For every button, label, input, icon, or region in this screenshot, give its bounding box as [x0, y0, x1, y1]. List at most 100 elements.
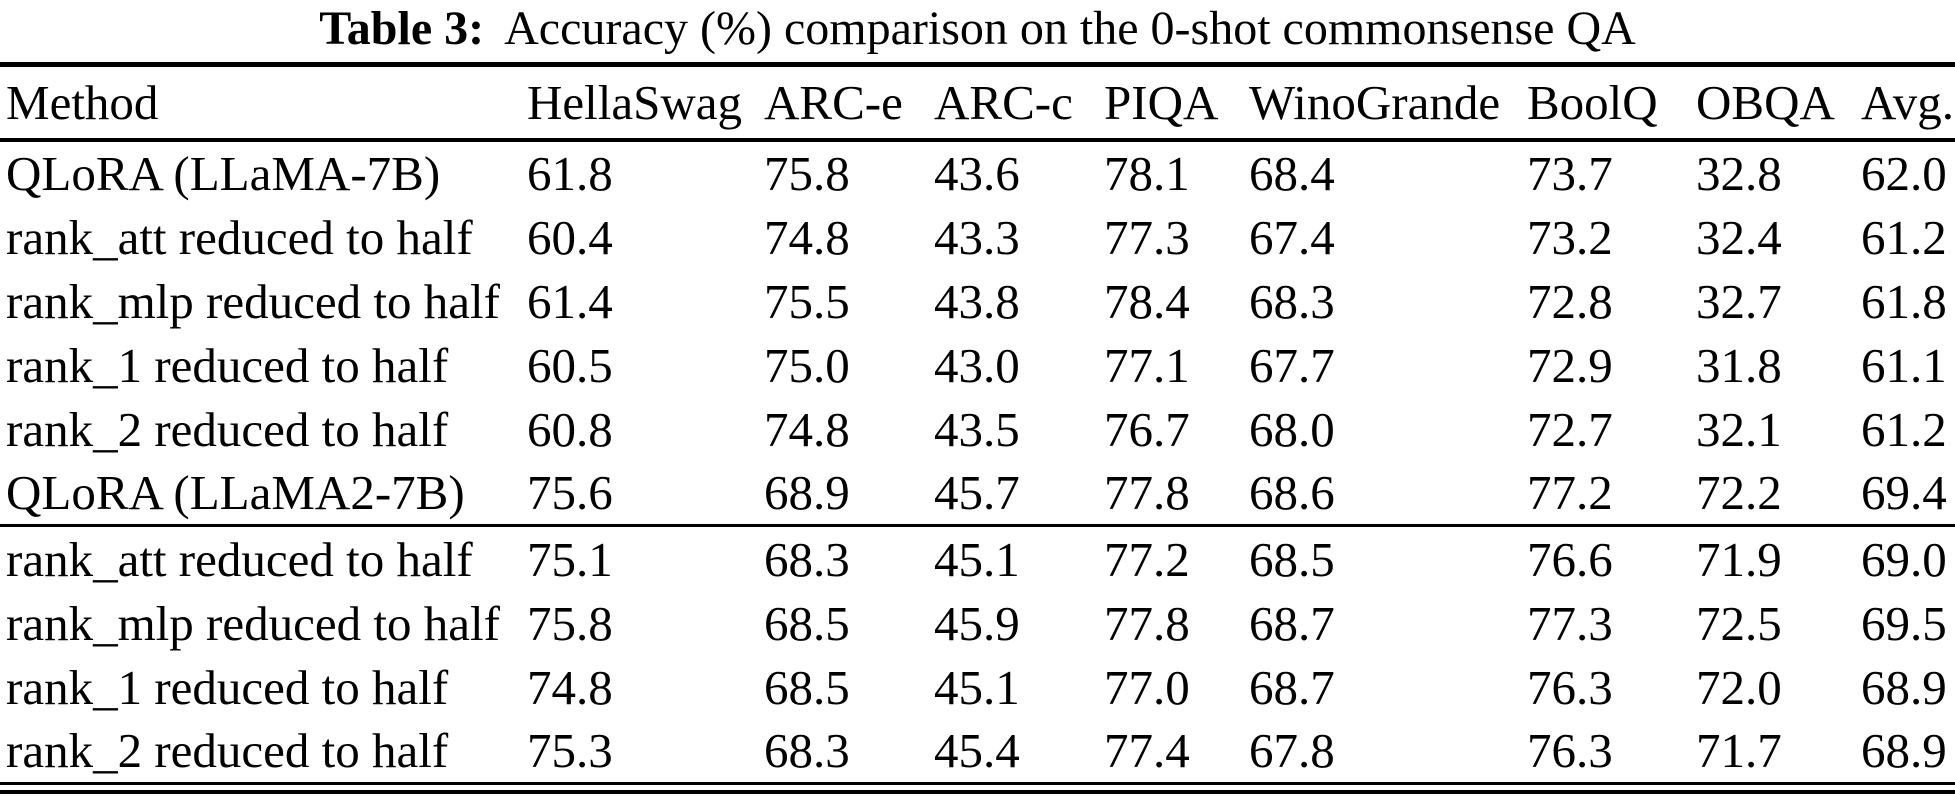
value-cell: 73.2 [1527, 210, 1613, 265]
value-cell: 68.9 [1861, 723, 1947, 779]
value-cell: 32.8 [1696, 146, 1782, 201]
table-group-2: rank_att reduced to half 75.1 68.3 45.1 77.2… [0, 526, 1955, 784]
value-cell: 73.7 [1527, 146, 1613, 201]
value-cell: 43.8 [934, 274, 1020, 329]
value-cell: 75.8 [527, 596, 613, 651]
value-cell: 60.5 [527, 338, 613, 393]
value-cell: 72.7 [1527, 402, 1613, 457]
value-cell: 69.4 [1861, 465, 1947, 521]
value-cell: 45.4 [934, 723, 1020, 779]
results-table-wrapper: Method HellaSwag ARC-e ARC-c PIQA WinoGrande B… [0, 62, 1955, 794]
value-cell: 61.1 [1861, 338, 1947, 393]
table-row: rank_1 reduced to half 60.5 75.0 43.0 77.1 67… [0, 334, 1955, 398]
table-row: rank_2 reduced to half 60.8 74.8 43.5 76.7 68… [0, 398, 1955, 462]
method-cell: rank_mlp reduced to half [6, 596, 500, 651]
value-cell: 72.0 [1696, 660, 1782, 715]
value-cell: 71.9 [1696, 531, 1782, 587]
column-header-boolq: BoolQ [1527, 74, 1658, 130]
value-cell: 68.0 [1249, 402, 1335, 457]
value-cell: 76.7 [1104, 402, 1190, 457]
value-cell: 68.9 [1861, 660, 1947, 715]
method-cell: rank_1 reduced to half [6, 338, 449, 393]
value-cell: 31.8 [1696, 338, 1782, 393]
header-row: Method HellaSwag ARC-e ARC-c PIQA WinoGrande B… [0, 65, 1955, 140]
value-cell: 60.4 [527, 210, 613, 265]
value-cell: 68.7 [1249, 596, 1335, 651]
value-cell: 77.3 [1527, 596, 1613, 651]
value-cell: 76.3 [1527, 660, 1613, 715]
column-header-avg: Avg. [1861, 74, 1954, 130]
table-header: Method HellaSwag ARC-e ARC-c PIQA WinoGrande B… [0, 65, 1955, 140]
value-cell: 32.4 [1696, 210, 1782, 265]
column-header-obqa: OBQA [1696, 74, 1835, 130]
value-cell: 68.3 [1249, 274, 1335, 329]
value-cell: 68.5 [764, 660, 850, 715]
value-cell: 45.1 [934, 660, 1020, 715]
value-cell: 61.2 [1861, 402, 1947, 457]
method-cell: rank_mlp reduced to half [6, 274, 500, 329]
value-cell: 68.6 [1249, 465, 1335, 521]
table-caption-label: Table 3: [319, 2, 485, 55]
table-group-1: QLoRA (LLaMA-7B) 61.8 75.8 43.6 78.1 68.4 73.7… [0, 140, 1955, 526]
column-header-winogrande: WinoGrande [1249, 74, 1501, 130]
value-cell: 45.1 [934, 531, 1020, 587]
value-cell: 67.7 [1249, 338, 1335, 393]
method-cell: rank_1 reduced to half [6, 660, 449, 715]
value-cell: 61.2 [1861, 210, 1947, 265]
table-row: rank_mlp reduced to half 75.8 68.5 45.9 77.8… [0, 592, 1955, 656]
value-cell: 74.8 [764, 210, 850, 265]
value-cell: 32.1 [1696, 402, 1782, 457]
value-cell: 77.0 [1104, 660, 1190, 715]
value-cell: 77.4 [1104, 723, 1190, 779]
value-cell: 75.0 [764, 338, 850, 393]
value-cell: 43.0 [934, 338, 1020, 393]
value-cell: 72.9 [1527, 338, 1613, 393]
value-cell: 75.5 [764, 274, 850, 329]
method-cell: QLoRA (LLaMA-7B) [6, 146, 441, 201]
value-cell: 61.8 [527, 146, 613, 201]
value-cell: 43.3 [934, 210, 1020, 265]
value-cell: 77.8 [1104, 596, 1190, 651]
value-cell: 77.2 [1104, 531, 1190, 587]
value-cell: 76.3 [1527, 723, 1613, 779]
method-cell: rank_att reduced to half [6, 531, 473, 587]
value-cell: 72.2 [1696, 465, 1782, 521]
value-cell: 75.6 [527, 465, 613, 521]
value-cell: 68.3 [764, 531, 850, 587]
table-row: rank_att reduced to half 75.1 68.3 45.1 77.2… [0, 526, 1955, 592]
value-cell: 72.8 [1527, 274, 1613, 329]
value-cell: 32.7 [1696, 274, 1782, 329]
method-cell: rank_att reduced to half [6, 210, 473, 265]
value-cell: 75.8 [764, 146, 850, 201]
value-cell: 74.8 [764, 402, 850, 457]
value-cell: 43.6 [934, 146, 1020, 201]
value-cell: 68.3 [764, 723, 850, 779]
value-cell: 68.4 [1249, 146, 1335, 201]
value-cell: 67.8 [1249, 723, 1335, 779]
value-cell: 62.0 [1861, 146, 1947, 201]
column-header-method: Method [6, 74, 159, 130]
value-cell: 45.7 [934, 465, 1020, 521]
table-caption-text: Accuracy (%) comparison on the 0-shot co… [504, 2, 1636, 55]
value-cell: 43.5 [934, 402, 1020, 457]
table-row: rank_att reduced to half 60.4 74.8 43.3 77.3… [0, 206, 1955, 270]
value-cell: 45.9 [934, 596, 1020, 651]
value-cell: 69.0 [1861, 531, 1947, 587]
value-cell: 75.1 [527, 531, 613, 587]
table-row: rank_2 reduced to half 75.3 68.3 45.4 77.4 67… [0, 720, 1955, 784]
value-cell: 76.6 [1527, 531, 1613, 587]
table-row: QLoRA (LLaMA-7B) 61.8 75.8 43.6 78.1 68.4 73.7… [0, 140, 1955, 206]
method-cell: rank_2 reduced to half [6, 723, 449, 779]
table-caption: Table 3: Accuracy (%) comparison on the 0… [0, 0, 1955, 62]
value-cell: 77.8 [1104, 465, 1190, 521]
value-cell: 61.8 [1861, 274, 1947, 329]
method-cell: rank_2 reduced to half [6, 402, 449, 457]
value-cell: 77.1 [1104, 338, 1190, 393]
value-cell: 72.5 [1696, 596, 1782, 651]
column-header-piqa: PIQA [1104, 74, 1219, 130]
value-cell: 75.3 [527, 723, 613, 779]
table-row: QLoRA (LLaMA2-7B) 75.6 68.9 45.7 77.8 68.6 77.… [0, 462, 1955, 526]
method-cell: QLoRA (LLaMA2-7B) [6, 465, 465, 521]
column-header-hellaswag: HellaSwag [527, 74, 742, 130]
value-cell: 68.5 [764, 596, 850, 651]
